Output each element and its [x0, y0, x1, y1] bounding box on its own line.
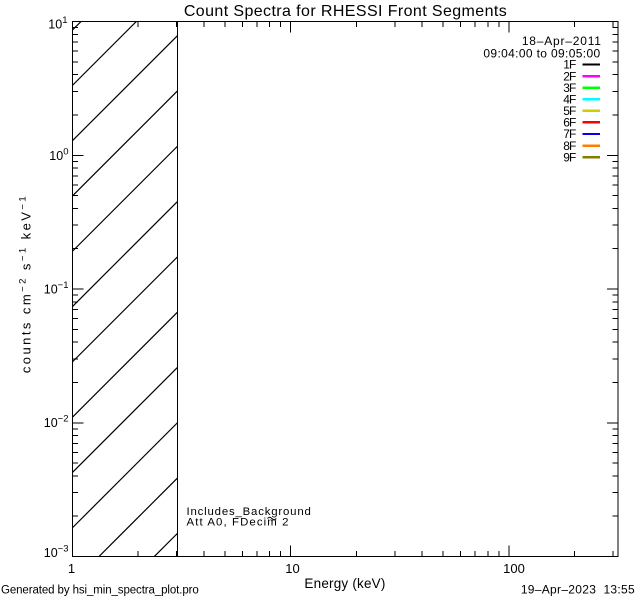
svg-text:5F: 5F — [563, 104, 576, 118]
svg-text:Att A0, FDecim 2: Att A0, FDecim 2 — [187, 516, 290, 528]
svg-text:Count Spectra for RHESSI Front: Count Spectra for RHESSI Front Segments — [184, 3, 507, 20]
svg-text:2F: 2F — [563, 69, 576, 83]
svg-text:4F: 4F — [563, 92, 576, 106]
svg-text:Energy (keV): Energy (keV) — [304, 576, 385, 591]
svg-text:100: 100 — [503, 561, 525, 576]
svg-text:10: 10 — [285, 561, 299, 576]
svg-text:8F: 8F — [563, 139, 576, 153]
svg-text:6F: 6F — [563, 116, 576, 130]
svg-text:18–Apr–2011: 18–Apr–2011 — [522, 34, 602, 48]
svg-text:Includes_Background: Includes_Background — [187, 506, 312, 518]
svg-text:Generated by hsi_min_spectra_p: Generated by hsi_min_spectra_plot.pro — [1, 585, 199, 597]
svg-text:9F: 9F — [563, 150, 576, 164]
svg-text:19–Apr–2023 13:55: 19–Apr–2023 13:55 — [521, 583, 635, 597]
svg-text:1: 1 — [68, 561, 75, 576]
svg-text:09:04:00 to 09:05:00: 09:04:00 to 09:05:00 — [483, 46, 600, 60]
svg-text:3F: 3F — [563, 81, 576, 95]
svg-text:counts cm−2 s−1 keV−1: counts cm−2 s−1 keV−1 — [18, 194, 34, 373]
svg-text:1F: 1F — [563, 58, 576, 72]
svg-text:7F: 7F — [563, 127, 576, 141]
